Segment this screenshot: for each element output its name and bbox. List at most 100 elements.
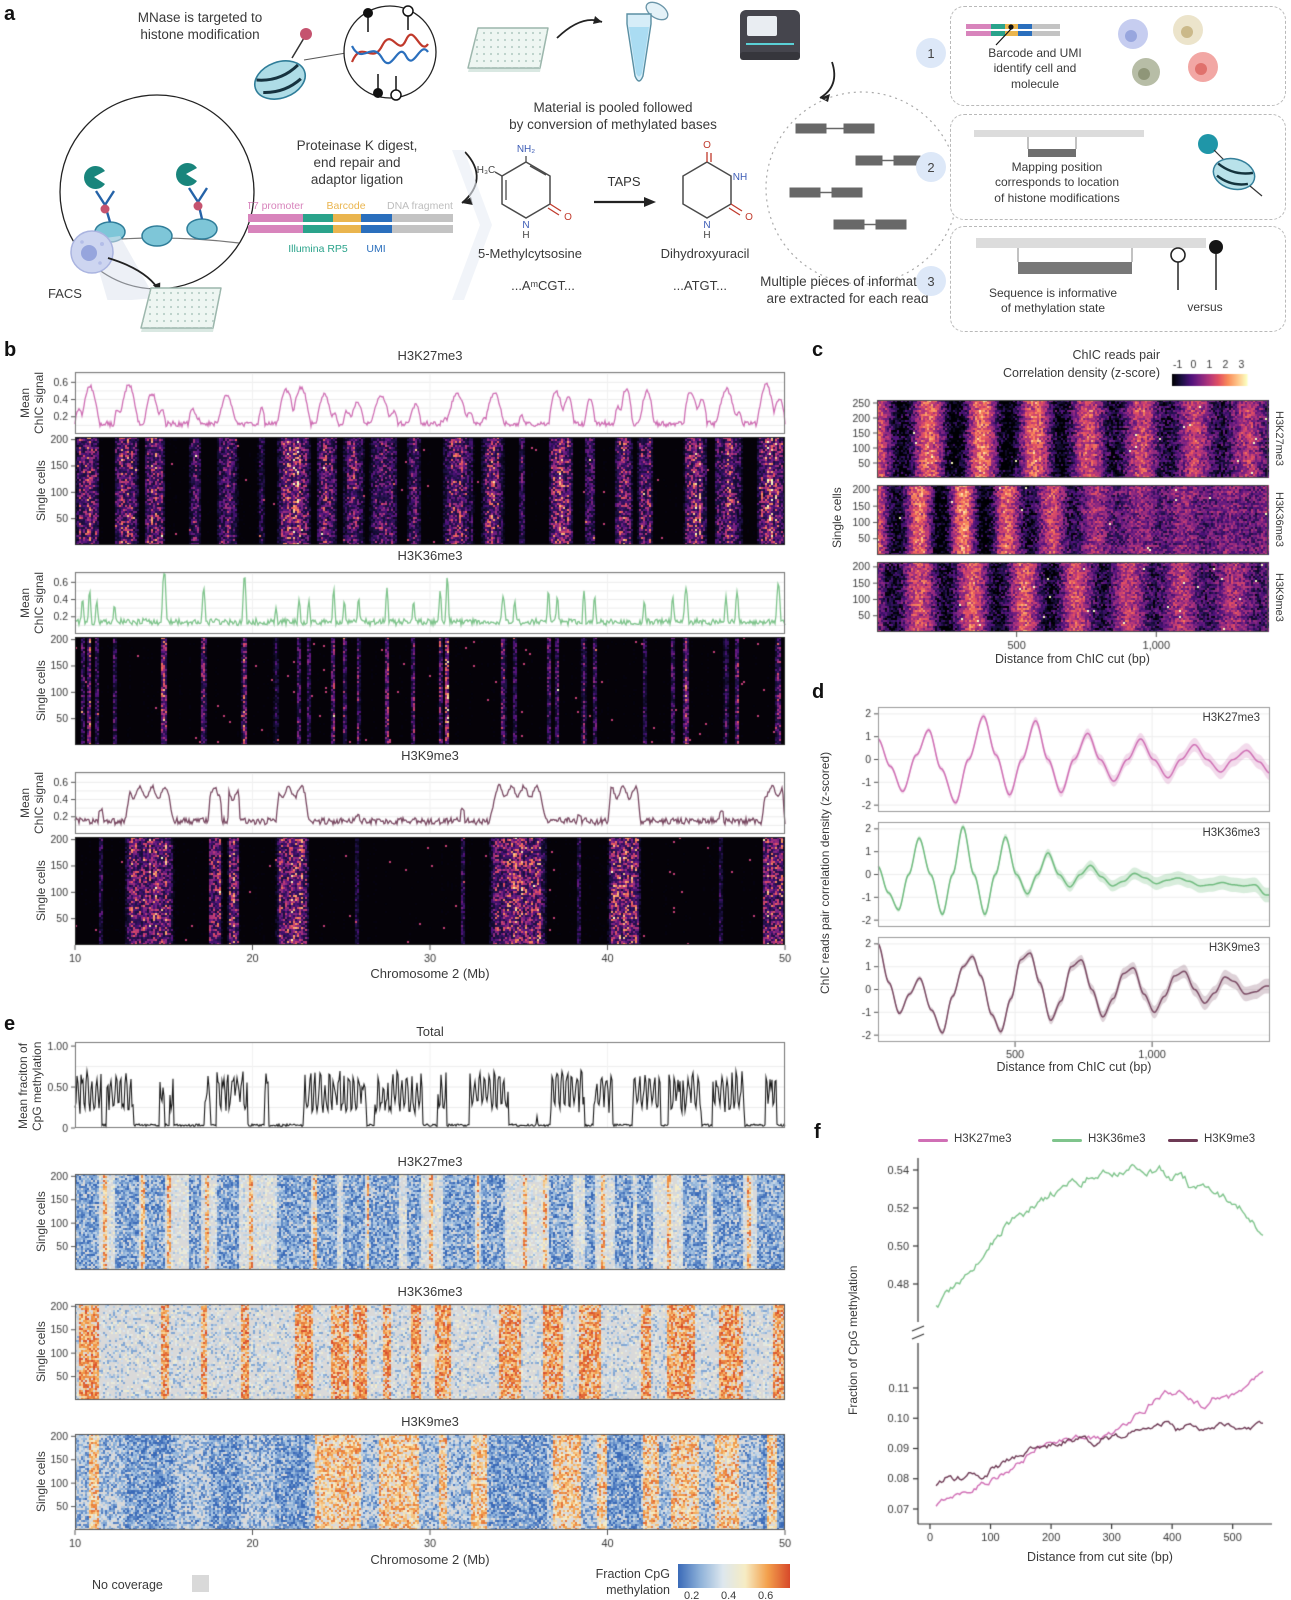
e-total-title: Total	[416, 1024, 444, 1039]
c-xlabel: Distance from ChIC cut (bp)	[995, 652, 1150, 666]
panel-d-letter: d	[812, 681, 825, 703]
converted-sequence: ...ATGT...	[673, 278, 727, 293]
atom-n2: N	[522, 220, 529, 231]
nucleosome-mini-icon	[1198, 134, 1263, 197]
mapping-position-icon	[974, 130, 1144, 157]
atom-nh2: NH₂	[517, 144, 535, 155]
b-title-h3k27me3: H3K27me3	[397, 348, 463, 363]
info-box-1	[950, 6, 1286, 106]
b-cells-ylabel-3: Single cells	[34, 860, 49, 922]
e-cbar-tick-3: 0.6	[758, 1590, 774, 1600]
e-total-ylabel: Mean fraciton of CpG methylation	[16, 1041, 44, 1131]
plate-to-tube-arrow	[556, 16, 603, 39]
e-cbar-tick-2: 0.4	[721, 1590, 737, 1600]
atom-h3c: H₃C	[477, 165, 496, 176]
dihydroxyuracil-structure: O NH O N H	[682, 140, 753, 241]
flow-chevron	[452, 150, 492, 300]
e-no-coverage-label: No coverage	[92, 1578, 163, 1592]
methylation-colorbar	[678, 1564, 790, 1588]
atom-nh: NH	[733, 172, 747, 183]
umi-label: UMI	[366, 243, 385, 255]
e-cells-ylabel-3: Single cells	[34, 1451, 49, 1513]
f-legend-swatch-h3k36me3	[1052, 1139, 1082, 1142]
e-xlabel: Chromosome 2 (Mb)	[370, 1552, 490, 1567]
f-legend-h3k36me3: H3K36me3	[1088, 1133, 1146, 1145]
atom-h: H	[522, 230, 529, 241]
c-side-label-3: H3K9me3	[1273, 572, 1285, 622]
tube-icon	[626, 1, 669, 82]
methylation-state-icon	[976, 238, 1223, 290]
d-ylabel: ChIC reads pair correlation density (z-s…	[818, 751, 833, 994]
panel-b-charts-canvas	[0, 345, 800, 995]
e-cells-ylabel-2: Single cells	[34, 1321, 49, 1383]
atom-h2: H	[703, 230, 710, 241]
read-pairs-circle	[765, 91, 959, 285]
atom-n: N	[703, 220, 710, 231]
dna-fragment-label: DNA fragment	[387, 200, 453, 212]
d-xlabel: Distance from ChIC cut (bp)	[996, 1060, 1152, 1074]
b-cells-ylabel-1: Single cells	[34, 460, 49, 522]
e-title-h3k9me3: H3K9me3	[401, 1414, 459, 1429]
step-1-badge: 1	[916, 38, 946, 68]
illumina-rp5-label: Illumina RP5	[288, 243, 348, 255]
well-plate-icon-2	[467, 27, 549, 72]
c-side-label-1: H3K27me3	[1273, 411, 1285, 467]
panel-c-letter: c	[812, 339, 824, 361]
f-legend-swatch-h3k9me3	[1168, 1139, 1198, 1142]
dihydroxyuracil-label: Dihydroxyuracil	[660, 246, 750, 261]
d-label-h3k27me3: H3K27me3	[1202, 712, 1260, 724]
construct-bar-top	[248, 214, 453, 222]
d-label-h3k36me3: H3K36me3	[1202, 827, 1260, 839]
multi-info-caption: Multiple pieces of information are extra…	[760, 274, 935, 306]
barcode-label: Barcode	[326, 200, 365, 212]
panel-d-charts-canvas	[810, 680, 1291, 1080]
cell-icon	[70, 230, 114, 274]
cell-types-icons	[1118, 15, 1218, 86]
f-legend-h3k9me3: H3K9me3	[1204, 1133, 1256, 1145]
box-1-text: Barcode and UMI identify cell and molecu…	[988, 46, 1082, 91]
methylcytosine-label: 5-Methylcytsosine	[477, 246, 583, 261]
box-2-text: Mapping position corresponds to location…	[994, 160, 1120, 205]
atom-o: O	[564, 212, 572, 223]
c-legend-line-1: ChIC reads pair	[1072, 348, 1160, 362]
e-title-h3k36me3: H3K36me3	[397, 1284, 463, 1299]
c-side-label-2: H3K36me3	[1273, 492, 1285, 548]
panel-b-letter: b	[4, 339, 17, 361]
panel-e-charts-canvas	[0, 1015, 800, 1565]
step-3-badge: 3	[916, 266, 946, 296]
b-cells-ylabel-2: Single cells	[34, 660, 49, 722]
f-legend-swatch-h3k27me3	[918, 1139, 948, 1142]
b-xlabel: Chromosome 2 (Mb)	[370, 966, 490, 981]
panel-f-letter: f	[814, 1121, 821, 1143]
e-cbar-tick-1: 0.2	[684, 1590, 700, 1600]
e-cbar-label: Fraction CpG methylation	[595, 1567, 670, 1597]
step-2-badge: 2	[916, 152, 946, 182]
f-ylabel: Fraction of CpG methylation	[846, 1265, 861, 1415]
taps-arrow: TAPS	[594, 174, 656, 207]
library-construct-diagram: T7 promoter Barcode DNA fragment Illumin…	[248, 200, 453, 255]
e-cells-ylabel-1: Single cells	[34, 1191, 49, 1253]
versus-label: versus	[1187, 300, 1223, 314]
panel-e-letter: e	[4, 1013, 16, 1035]
construct-bar-bottom	[248, 225, 453, 233]
well-plate-icon	[140, 287, 222, 332]
atom-o2: O	[745, 212, 753, 223]
b-mean-ylabel-2: Mean ChIC signal	[18, 571, 46, 635]
f-legend-h3k27me3: H3K27me3	[954, 1133, 1012, 1145]
sequencer-arrow	[819, 61, 836, 102]
b-title-h3k9me3: H3K9me3	[401, 748, 459, 763]
proteinase-arrow	[461, 151, 478, 205]
b-mean-ylabel-3: Mean ChIC signal	[18, 771, 46, 835]
nucleosome-dna-icon	[254, 5, 437, 101]
b-mean-ylabel-1: Mean ChIC signal	[18, 371, 46, 435]
methylated-lollipop-icon	[1209, 240, 1223, 254]
mini-construct-icon	[966, 24, 1060, 46]
taps-label: TAPS	[608, 174, 641, 189]
c-ylabel: Single cells	[830, 487, 845, 548]
d-label-h3k9me3: H3K9me3	[1208, 942, 1260, 954]
mnase-caption: MNase is targeted to histone modificatio…	[137, 10, 263, 42]
no-coverage-swatch	[192, 1575, 209, 1592]
panel-c-charts-canvas	[810, 345, 1291, 680]
c-legend-line-2: Correlation density (z-score)	[1003, 366, 1160, 380]
